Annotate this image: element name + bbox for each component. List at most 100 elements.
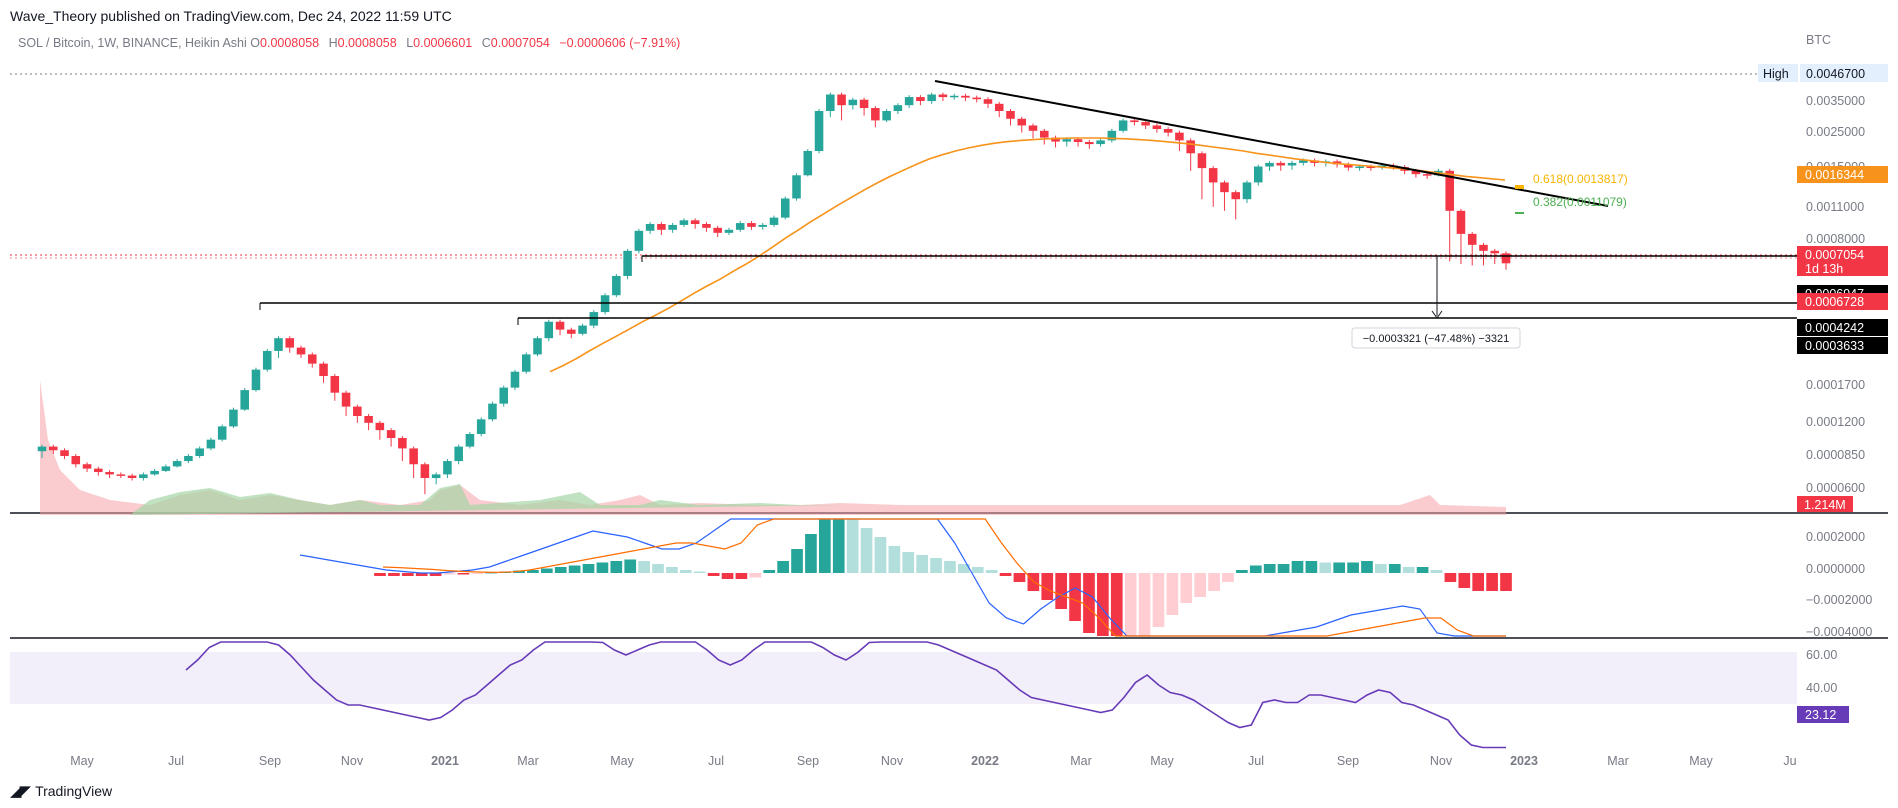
time-tick-label: May xyxy=(1689,754,1713,768)
macd-histogram-bar xyxy=(749,573,762,578)
macd-histogram-bar xyxy=(874,537,887,573)
macd-line xyxy=(299,518,1506,637)
candle-body xyxy=(826,94,835,112)
candle-body xyxy=(927,94,936,102)
candle-body xyxy=(1096,140,1105,145)
rsi-line xyxy=(185,641,1506,749)
macd-histogram-bar xyxy=(429,573,442,576)
price-tick-label: 0.0000600 xyxy=(1806,481,1865,495)
macd-histogram-bar xyxy=(540,568,553,573)
macd-histogram-bar xyxy=(1319,562,1332,573)
macd-histogram-bar xyxy=(902,552,915,573)
candle-body xyxy=(510,371,520,388)
high-tag-value-box xyxy=(1800,64,1888,82)
candle-body xyxy=(330,375,340,393)
candle-body xyxy=(476,419,486,434)
candle-body xyxy=(150,470,159,475)
candle-body xyxy=(1197,153,1207,169)
high-tag-label-box xyxy=(1758,64,1798,82)
time-tick-label: May xyxy=(70,754,94,768)
macd-histogram-bar xyxy=(1333,562,1346,573)
candle-series xyxy=(37,92,1511,495)
tradingview-logo-icon: ◢◤ xyxy=(10,782,31,800)
macd-histogram-bar xyxy=(1097,573,1109,636)
candle-body xyxy=(1062,139,1072,142)
indicators xyxy=(185,518,1512,749)
candle-body xyxy=(814,111,824,152)
fib-382-label: 0.382(0.0011079) xyxy=(1533,195,1627,209)
candle-body xyxy=(578,325,587,334)
ohlc-open-label: O xyxy=(250,36,261,50)
price-tick-label: 0.0025000 xyxy=(1806,125,1865,139)
symbol-title[interactable]: SOL / Bitcoin, 1W, BINANCE, Heikin Ashi xyxy=(18,36,247,50)
macd-histogram-bar xyxy=(1222,573,1234,582)
macd-histogram-bar xyxy=(1208,573,1220,591)
macd-histogram-bar xyxy=(791,549,803,573)
macd-histogram-bar xyxy=(860,528,873,573)
macd-histogram-bar xyxy=(666,567,678,573)
price-axis[interactable]: 0.00350000.00250000.00150000.00110000.00… xyxy=(1806,33,1872,695)
rsi-band xyxy=(10,652,1797,704)
candle-body xyxy=(319,363,328,376)
publisher-caption: Wave_Theory published on TradingView.com… xyxy=(10,8,452,24)
fib-618-marker xyxy=(1515,185,1524,189)
rsi-tick-label: 40.00 xyxy=(1806,681,1837,695)
candle-body xyxy=(679,220,689,225)
macd-histogram-bar xyxy=(832,519,845,573)
time-tick-label: Nov xyxy=(1430,754,1453,768)
candle-body xyxy=(623,250,632,276)
macd-histogram-bar xyxy=(471,573,484,574)
time-axis[interactable]: May Jul Sep Nov 2021 Mar May Jul Sep Nov 2022 Mar Ma… xyxy=(70,754,1796,768)
price-tick-label: 0.0011000 xyxy=(1806,200,1864,214)
candle-body xyxy=(758,224,768,227)
macd-histogram-bar xyxy=(638,561,650,573)
measure-label-box xyxy=(1351,327,1521,349)
macd-histogram-bar xyxy=(1361,561,1373,573)
time-tick-label: Ju xyxy=(1783,754,1796,768)
candle-body xyxy=(296,347,306,355)
rsi-tag-value: 23.12 xyxy=(1805,708,1836,722)
candle-body xyxy=(803,151,813,176)
candle-body xyxy=(386,430,396,439)
time-tick-label: Mar xyxy=(517,754,539,768)
measure-arrow-head xyxy=(1431,310,1443,319)
price-tick-label: 0.0008000 xyxy=(1806,232,1865,246)
fib-618-label: 0.618(0.0013817) xyxy=(1533,172,1628,186)
candle-body xyxy=(1175,132,1184,141)
price-tag-value: 0.0003633 xyxy=(1805,339,1864,353)
candle-body xyxy=(82,464,92,469)
price-tag-box xyxy=(1797,166,1888,183)
candle-body xyxy=(251,369,261,391)
macd-histogram-bar xyxy=(1305,561,1318,573)
macd-tick-label: −0.0002000 xyxy=(1806,593,1872,607)
macd-tick-label: 0.0002000 xyxy=(1806,530,1865,544)
candle-body xyxy=(217,426,227,440)
candle-body xyxy=(882,111,891,121)
macd-histogram-bar xyxy=(916,555,928,573)
macd-histogram-bar xyxy=(527,570,539,573)
macd-histogram-bar xyxy=(805,534,817,573)
candle-body xyxy=(1445,170,1454,211)
candle-body xyxy=(161,466,171,471)
candle-body xyxy=(780,198,790,218)
candle-body xyxy=(307,354,317,364)
price-unit-label: BTC xyxy=(1806,33,1831,47)
candle-body xyxy=(1253,166,1263,183)
macd-histogram-bar xyxy=(568,565,581,573)
ohlc-close-label: C xyxy=(481,36,491,50)
candle-body xyxy=(60,450,69,457)
candle-body xyxy=(499,387,509,404)
time-tick-label: Mar xyxy=(1607,754,1629,768)
candle-body xyxy=(1467,233,1477,245)
candle-body xyxy=(172,461,182,467)
candle-body xyxy=(1265,162,1274,167)
candle-body xyxy=(916,97,925,102)
time-tick-label: May xyxy=(610,754,634,768)
high-tag-label: High xyxy=(1763,67,1789,81)
drawings: −0.0003321 (−47.48%) −3321 0.618(0.001381… xyxy=(259,80,1797,349)
macd-histogram-bar xyxy=(1138,573,1151,636)
candle-body xyxy=(48,446,58,451)
tradingview-logo[interactable]: ◢◤ TradingView xyxy=(10,782,112,800)
